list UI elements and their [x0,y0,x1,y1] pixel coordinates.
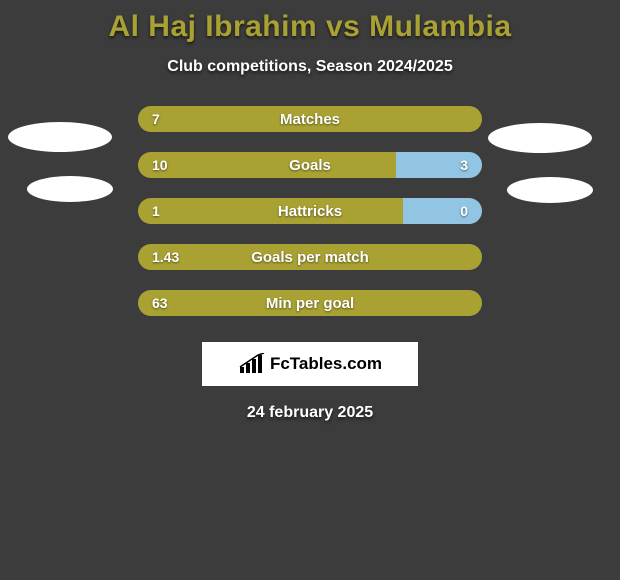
stat-row: Min per goal63 [138,290,482,316]
stat-rows: Matches7 Goals103 Hattricks10 Goals per mat… [138,106,482,316]
stat-bar-left [138,152,396,178]
stat-bar-right [396,152,482,178]
date-label: 24 february 2025 [0,404,620,422]
player-ellipse [488,123,592,153]
subtitle: Club competitions, Season 2024/2025 [0,58,620,76]
stat-row: Goals103 [138,152,482,178]
stat-row: Hattricks10 [138,198,482,224]
stat-bar-right [403,198,482,224]
stat-bar-left [138,106,482,132]
stat-row: Matches7 [138,106,482,132]
player-ellipse [8,122,112,152]
stat-bar-left [138,198,403,224]
stat-bar-left [138,244,482,270]
stat-bar-left [138,290,482,316]
brand-icon [238,353,266,375]
player-ellipse [507,177,593,203]
stat-row: Goals per match1.43 [138,244,482,270]
brand-text: FcTables.com [270,354,382,374]
page-title: Al Haj Ibrahim vs Mulambia [0,0,620,44]
player-ellipse [27,176,113,202]
brand-badge: FcTables.com [202,342,418,386]
